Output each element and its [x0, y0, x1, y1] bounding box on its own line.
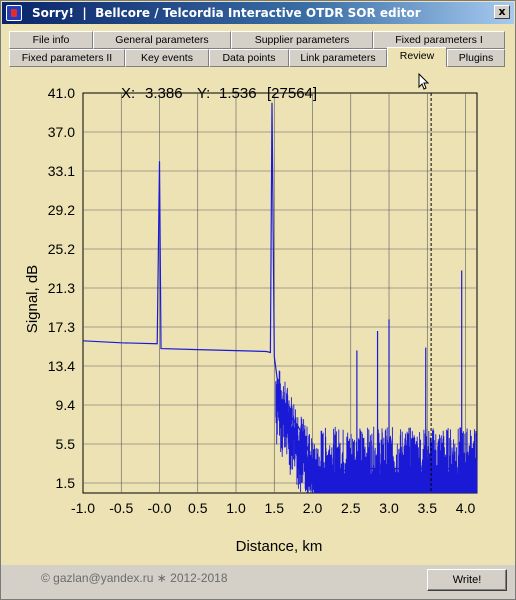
y-tick-label: 41.0 [48, 85, 75, 101]
x-tick-label: -0.0 [147, 500, 171, 516]
review-panel: 41.0 37.0 33.1 29.2 25.2 21.3 17.3 13.4 9.4 5.5 1.… [1, 69, 515, 561]
readout-x-value: 3.386 [145, 85, 183, 102]
y-tick-label: 33.1 [48, 163, 75, 179]
mouse-pointer-icon [418, 73, 430, 90]
title-bar[interactable]: Sorry! | Bellcore / Telcordia Interactiv… [2, 2, 514, 24]
x-tick-label: 2.0 [303, 500, 323, 516]
x-tick-label: 1.0 [226, 500, 246, 516]
x-tick-label: 2.5 [341, 500, 361, 516]
footer-bar: © gazlan@yandex.ru ∗ 2012-2018 Write! [1, 565, 515, 599]
window-title: Sorry! | Bellcore / Telcordia Interactiv… [32, 6, 421, 20]
y-tick-label: 17.3 [48, 319, 75, 335]
y-tick-label: 21.3 [48, 280, 75, 296]
y-tick-label: 9.4 [56, 397, 76, 413]
noise-floor [275, 270, 478, 493]
tab-general-parameters[interactable]: General parameters [93, 31, 231, 49]
y-tick-label: 5.5 [56, 436, 76, 452]
readout-y-value: 1.536 [219, 85, 257, 102]
noise-spikes [275, 370, 478, 493]
tab-data-points[interactable]: Data points [209, 49, 289, 67]
app-icon [6, 5, 22, 21]
close-button[interactable]: x [494, 5, 510, 19]
tab-key-events[interactable]: Key events [125, 49, 209, 67]
x-tick-label: 4.0 [456, 500, 476, 516]
write-button[interactable]: Write! [427, 569, 507, 591]
plot-frame [82, 92, 478, 494]
tab-review[interactable]: Review [387, 47, 447, 67]
y-tick-label: 37.0 [48, 124, 75, 140]
y-tick-label: 29.2 [48, 202, 75, 218]
tab-supplier-parameters[interactable]: Supplier parameters [231, 31, 373, 49]
y-tick-label: 1.5 [56, 475, 76, 491]
readout-y-label: Y: [197, 85, 210, 102]
x-tick-labels: -1.0 -0.5 -0.0 0.5 1.0 1.5 2.0 2.5 3.0 3.5 4.0 [71, 500, 476, 516]
tab-plugins[interactable]: Plugins [447, 49, 505, 67]
x-tick-label: 1.5 [265, 500, 285, 516]
y-axis-label: Signal, dB [24, 265, 41, 333]
x-tick-label: -0.5 [109, 500, 133, 516]
readout-index: [27564] [267, 85, 317, 102]
tab-strip: File info General parameters Supplier pa… [9, 31, 509, 69]
x-tick-label: 0.5 [188, 500, 208, 516]
x-axis-label: Distance, km [236, 538, 323, 555]
grid-lines [82, 92, 478, 494]
tab-file-info[interactable]: File info [9, 31, 93, 49]
y-tick-label: 25.2 [48, 241, 75, 257]
y-tick-labels: 41.0 37.0 33.1 29.2 25.2 21.3 17.3 13.4 9.4 5.5 1.… [48, 85, 75, 491]
x-tick-label: 3.0 [379, 500, 399, 516]
x-tick-label: -1.0 [71, 500, 95, 516]
y-tick-label: 13.4 [48, 358, 75, 374]
readout-x-label: X: [121, 85, 135, 102]
tab-fixed-parameters-ii[interactable]: Fixed parameters II [9, 49, 125, 67]
otdr-trace-chart[interactable]: 41.0 37.0 33.1 29.2 25.2 21.3 17.3 13.4 9.4 5.5 1.… [1, 69, 515, 561]
x-tick-label: 3.5 [418, 500, 438, 516]
copyright-text: © gazlan@yandex.ru ∗ 2012-2018 [41, 571, 228, 585]
tab-link-parameters[interactable]: Link parameters [289, 49, 387, 67]
